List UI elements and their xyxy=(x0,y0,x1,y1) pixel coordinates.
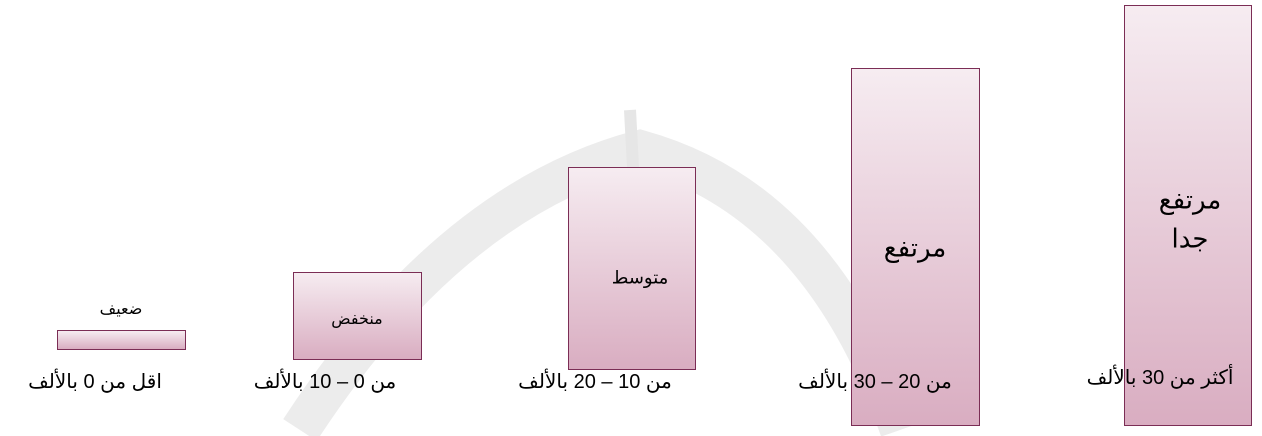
level-range: اقل من 0 بالألف xyxy=(28,371,162,393)
level-box xyxy=(57,330,186,350)
level-label: مرتفع xyxy=(1158,184,1222,214)
level-box xyxy=(851,68,980,426)
level-range: من 0 – 10 بالألف xyxy=(253,371,397,393)
level-label: جدا xyxy=(1171,223,1209,253)
level-label: متوسط xyxy=(611,267,669,288)
level-label: مرتفع xyxy=(883,232,947,263)
level-range: من 20 – 30 بالألف xyxy=(798,371,952,393)
level-range: أكثر من 30 بالألف xyxy=(1086,367,1234,389)
level-label: ضعيف xyxy=(99,301,143,318)
level-label: منخفض xyxy=(331,311,383,328)
level-box xyxy=(293,272,422,360)
level-box xyxy=(568,167,696,370)
level-range: من 10 – 20 بالألف xyxy=(518,371,672,393)
level-box xyxy=(1124,5,1252,426)
